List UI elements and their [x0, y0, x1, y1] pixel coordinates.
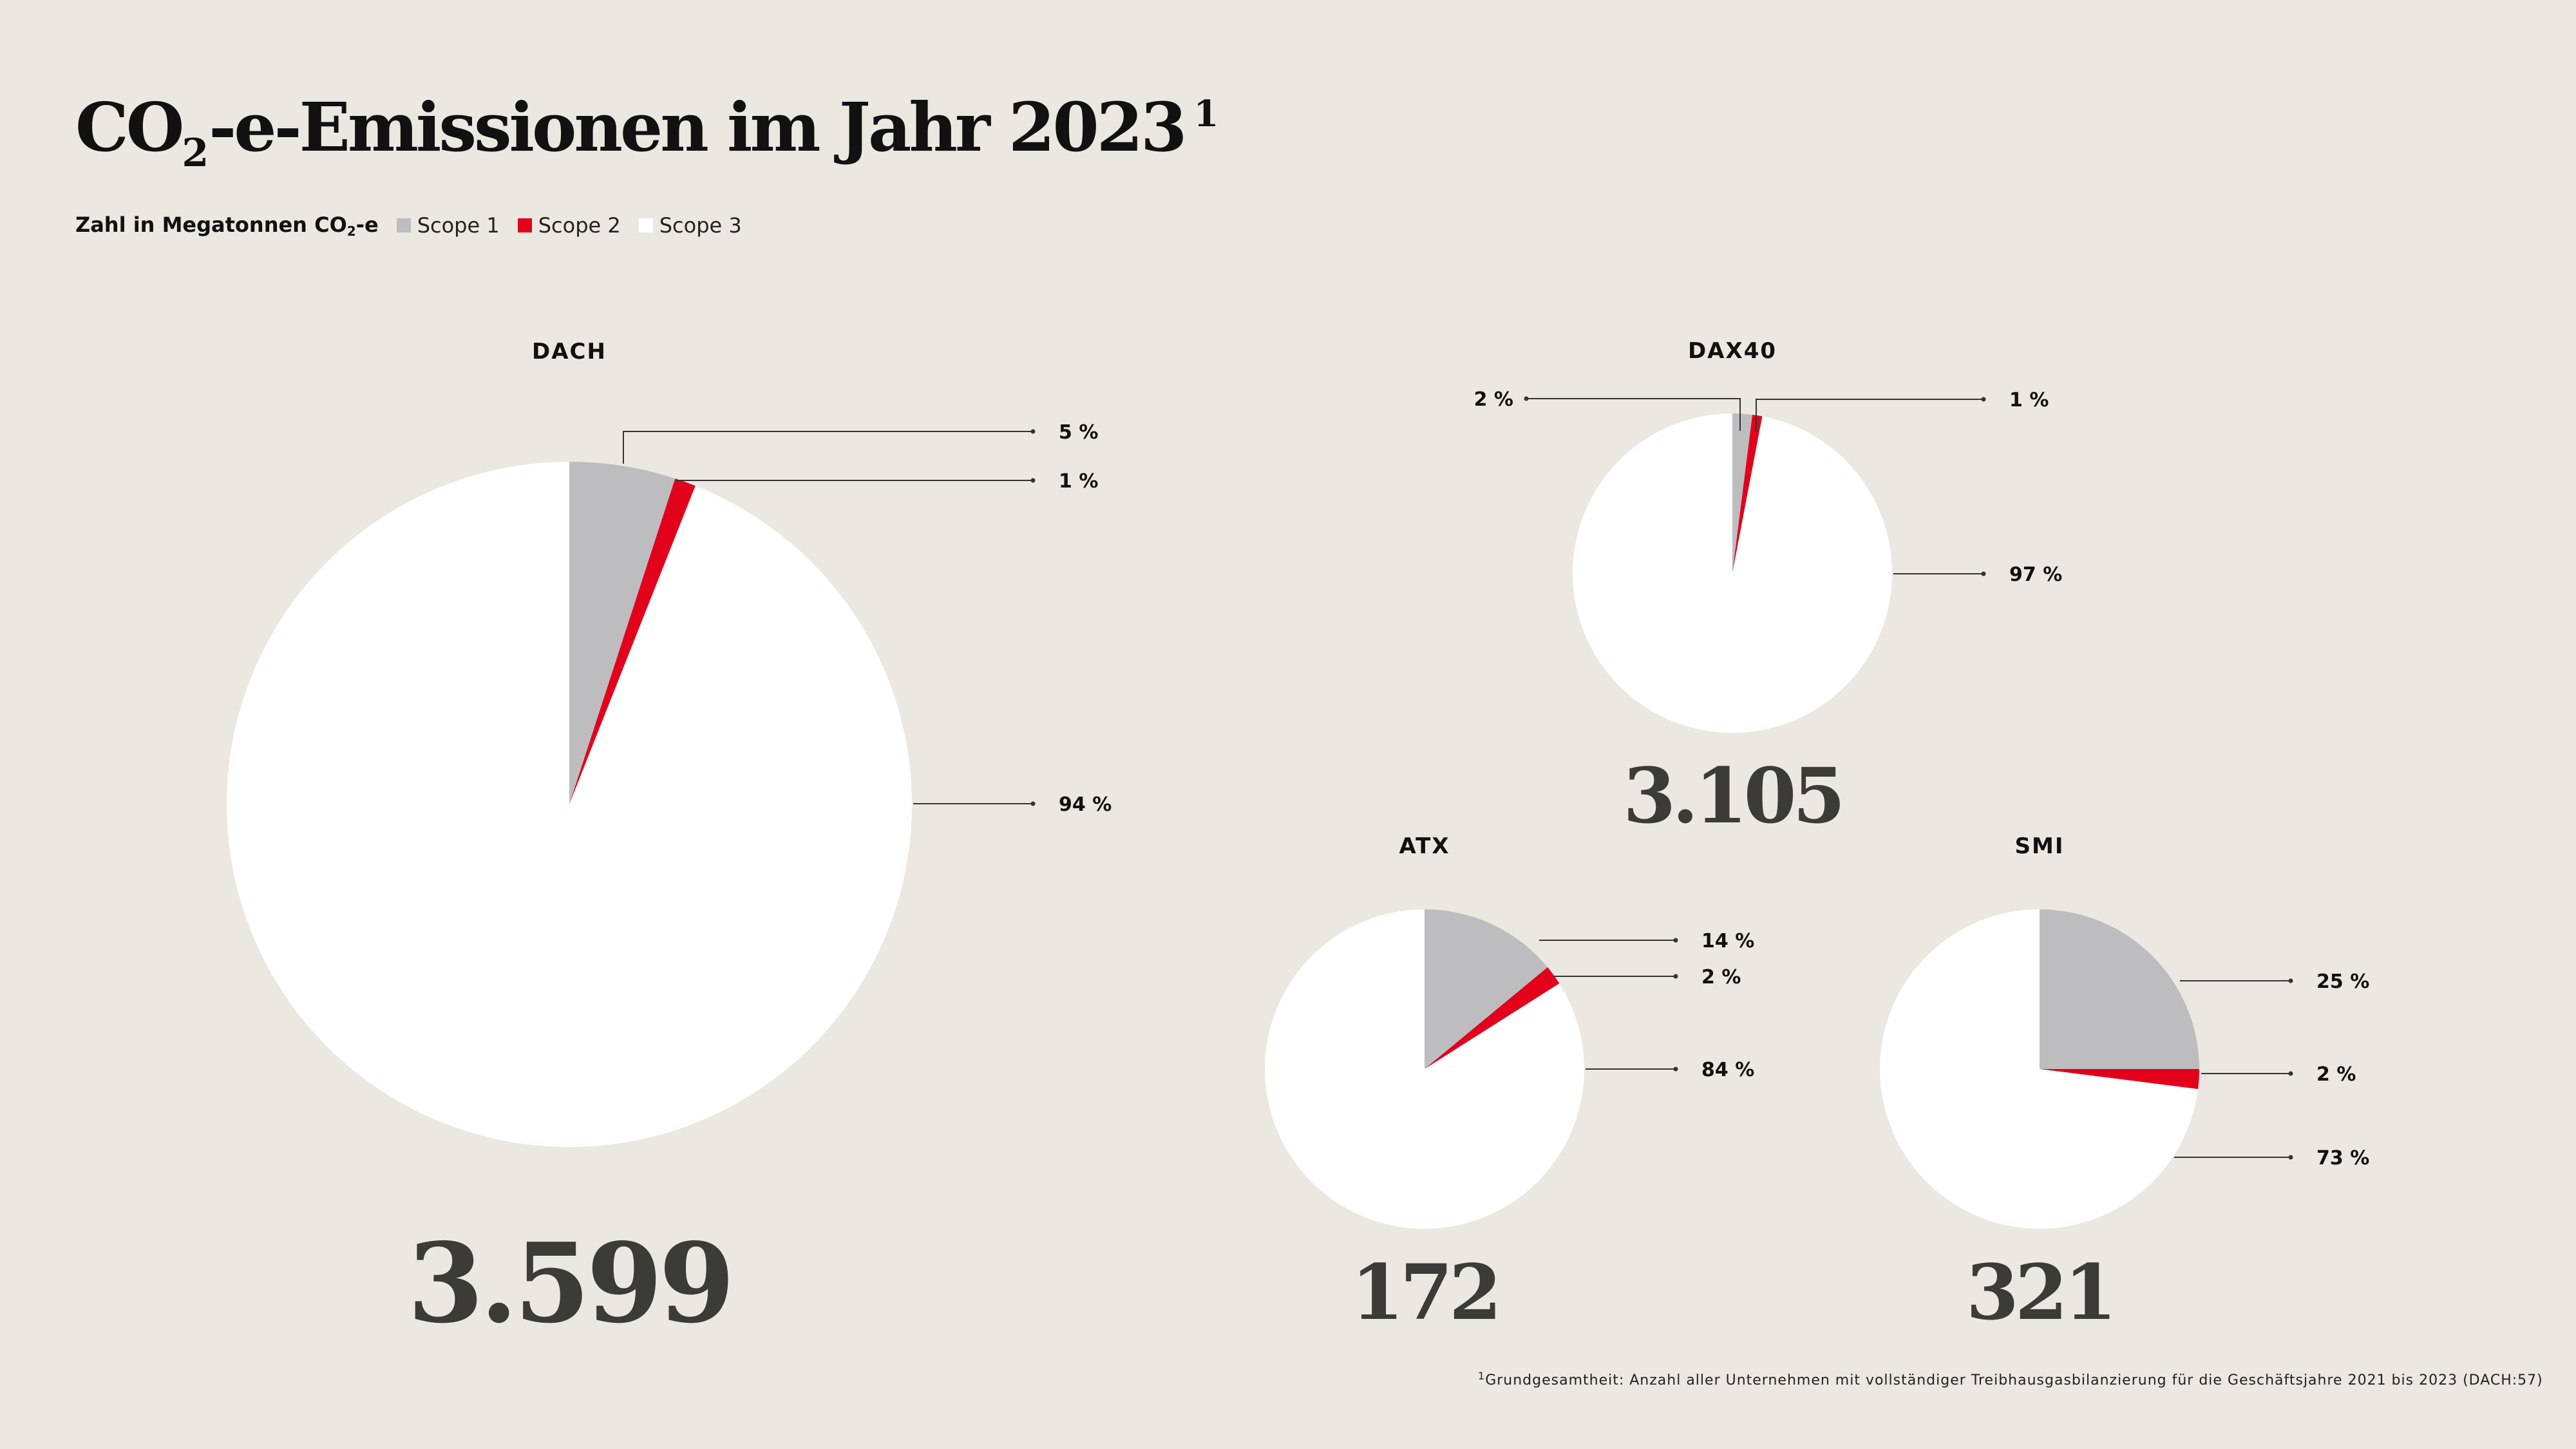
legend-item-scope-3: Scope 3	[638, 213, 742, 238]
legend-label: Scope 1	[417, 213, 500, 238]
pie-slice-scope-1	[569, 462, 676, 804]
pie-slice-scope-3	[226, 462, 912, 1147]
pie-data-label: 2 %	[1701, 966, 1741, 989]
title-rest: -e-Emissionen im Jahr 2023	[209, 88, 1187, 167]
legend-swatch	[517, 218, 532, 232]
callout-line	[623, 431, 1033, 464]
footnote-text: Grundgesamtheit: Anzahl aller Unternehme…	[1485, 1372, 2543, 1388]
callout-dot	[2288, 1071, 2293, 1076]
callout-dot	[1030, 429, 1036, 434]
pie-data-label: 84 %	[1701, 1059, 1754, 1081]
chart-title: CO2-e-Emissionen im Jahr 2023 1	[75, 89, 1218, 176]
pie-slice-scope-2	[1425, 967, 1560, 1069]
pie-slice-scope-1	[1425, 909, 1548, 1069]
legend-label: Scope 3	[659, 213, 742, 238]
title-text: CO	[75, 88, 184, 167]
pie-slice-scope-3	[1879, 909, 2199, 1229]
callout-dot	[1524, 396, 1529, 401]
pie-total-value: 3.599	[408, 1219, 731, 1348]
callout-dot	[2288, 1155, 2293, 1160]
pie-title: DAX40	[1688, 338, 1777, 364]
pie-data-label: 73 %	[2316, 1147, 2369, 1170]
pie-data-label: 2 %	[1474, 388, 1513, 411]
pie-data-label: 2 %	[2316, 1063, 2356, 1086]
chart-subtitle: Zahl in Megatonnen CO2-e	[75, 213, 379, 239]
legend-item-scope-2: Scope 2	[517, 213, 621, 238]
subtitle-subscript: 2	[346, 223, 356, 239]
pie-slice-scope-3	[1264, 909, 1584, 1229]
legend-label: Scope 2	[538, 213, 621, 238]
pie-dach: DACH 5 % 1 % 94 % 3.599	[226, 339, 1112, 1348]
title-subscript: 2	[182, 131, 209, 176]
pie-title: ATX	[1399, 833, 1450, 859]
pie-data-label: 1 %	[1059, 470, 1098, 493]
legend-swatch	[396, 218, 411, 232]
pie-total-value: 321	[1966, 1247, 2113, 1337]
subtitle-legend-row: Zahl in Megatonnen CO2-e Scope 1 Scope 2…	[75, 211, 742, 240]
pie-data-label: 14 %	[1701, 930, 1754, 952]
pie-smi: SMI 25 % 2 % 73 % 321	[1879, 833, 2369, 1337]
pie-slice-scope-2	[1732, 414, 1763, 573]
pie-slice-scope-3	[1573, 413, 1893, 733]
subtitle-rest: -e	[355, 212, 379, 237]
callout-line	[1756, 399, 1984, 431]
pie-data-label: 25 %	[2316, 971, 2369, 993]
title-footnote-marker: 1	[1193, 93, 1219, 135]
legend-swatch	[638, 218, 653, 232]
callout-dot	[1030, 801, 1036, 806]
pie-data-label: 94 %	[1059, 793, 1112, 816]
legend-item-scope-1: Scope 1	[396, 213, 500, 238]
callout-dot	[1981, 571, 1986, 576]
pie-total-value: 3.105	[1623, 751, 1842, 840]
pie-data-label: 1 %	[2009, 389, 2049, 412]
pie-title: DACH	[532, 339, 607, 365]
pie-data-label: 5 %	[1059, 421, 1098, 444]
callout-dot	[2288, 978, 2293, 983]
pie-data-label: 97 %	[2009, 564, 2062, 586]
pie-slice-scope-1	[2040, 909, 2199, 1069]
pie-slice-scope-2	[2040, 1069, 2199, 1090]
callout-dot	[1673, 1066, 1678, 1072]
pie-atx: ATX 14 % 2 % 84 % 172	[1264, 833, 1754, 1337]
callout-line	[1526, 398, 1741, 431]
pie-dax40: DAX40 2 % 1 % 97 % 3.105	[1474, 338, 2063, 840]
pie-total-value: 172	[1351, 1247, 1498, 1337]
callout-dot	[1673, 938, 1678, 943]
footnote-marker: 1	[1478, 1370, 1486, 1382]
pie-slice-scope-1	[1732, 413, 1753, 573]
footnote: 1Grundgesamtheit: Anzahl aller Unternehm…	[1478, 1370, 2543, 1388]
pie-slice-scope-2	[569, 478, 696, 804]
callout-dot	[1030, 478, 1036, 483]
callout-dot	[1673, 974, 1678, 979]
callout-dot	[1981, 397, 1986, 402]
subtitle-text: Zahl in Megatonnen CO	[75, 212, 347, 237]
pie-title: SMI	[2015, 833, 2065, 859]
